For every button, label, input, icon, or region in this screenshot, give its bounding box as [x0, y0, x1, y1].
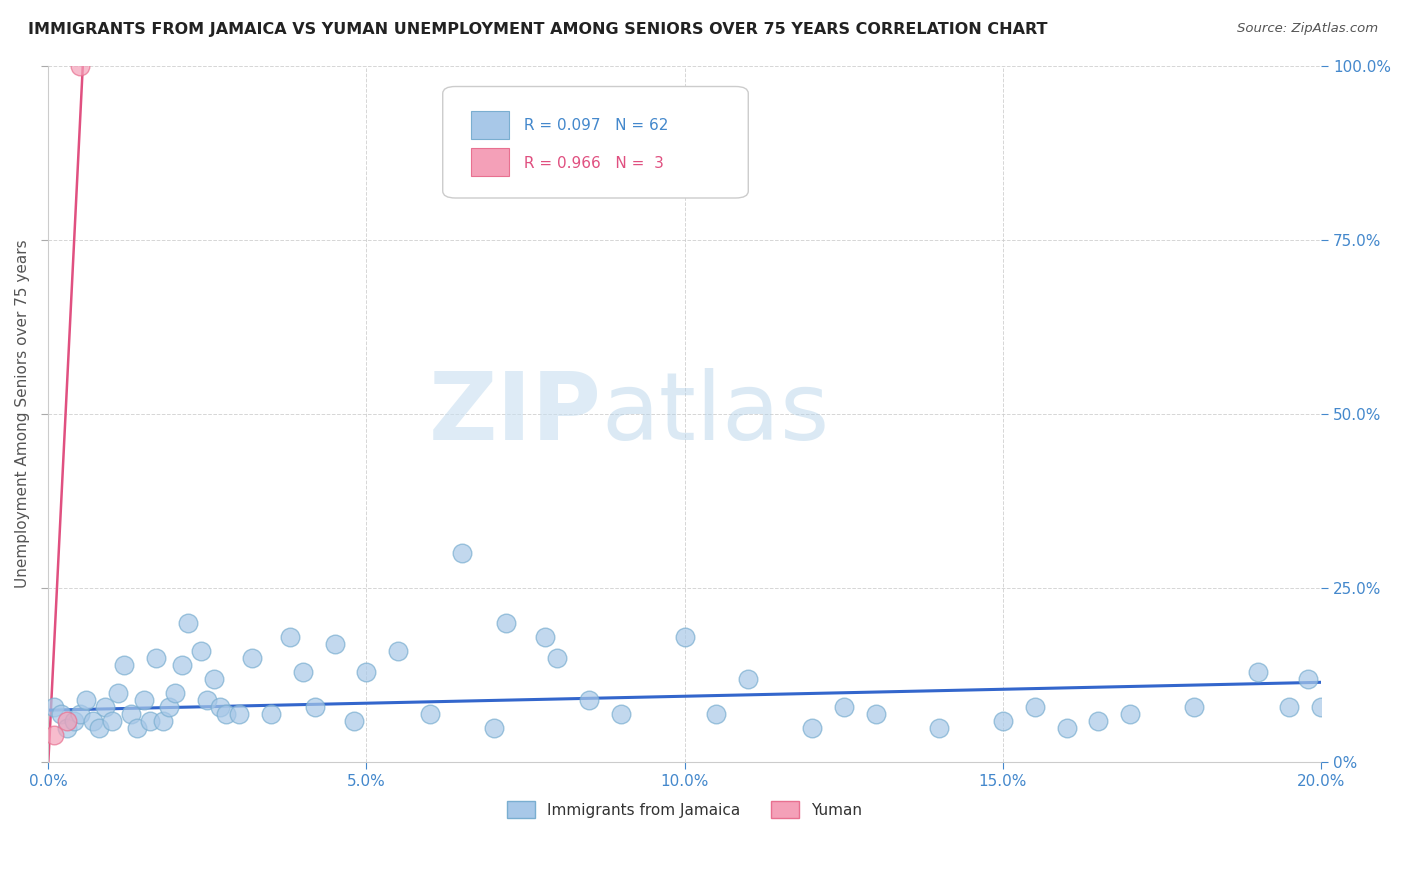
Point — [56, 714, 79, 728]
Point — [107, 686, 129, 700]
Point — [56, 721, 79, 735]
Point — [114, 657, 136, 672]
Point — [673, 630, 696, 644]
Point — [800, 721, 823, 735]
Point — [387, 644, 409, 658]
Text: Source: ZipAtlas.com: Source: ZipAtlas.com — [1237, 22, 1378, 36]
FancyBboxPatch shape — [471, 148, 509, 176]
Point — [87, 721, 110, 735]
Point — [94, 699, 117, 714]
Point — [533, 630, 555, 644]
Point — [304, 699, 326, 714]
Text: atlas: atlas — [602, 368, 830, 460]
Point — [610, 706, 633, 721]
Point — [208, 699, 231, 714]
Point — [1087, 714, 1109, 728]
Point — [578, 692, 600, 706]
Y-axis label: Unemployment Among Seniors over 75 years: Unemployment Among Seniors over 75 years — [15, 240, 30, 589]
Point — [139, 714, 162, 728]
Text: ZIP: ZIP — [429, 368, 602, 460]
Text: IMMIGRANTS FROM JAMAICA VS YUMAN UNEMPLOYMENT AMONG SENIORS OVER 75 YEARS CORREL: IMMIGRANTS FROM JAMAICA VS YUMAN UNEMPLO… — [28, 22, 1047, 37]
Point — [1298, 672, 1320, 686]
Point — [865, 706, 887, 721]
Point — [62, 714, 84, 728]
Point — [157, 699, 180, 714]
Point — [152, 714, 174, 728]
Point — [1182, 699, 1205, 714]
Point — [1246, 665, 1268, 679]
Point — [69, 59, 91, 73]
Point — [195, 692, 218, 706]
Text: R = 0.097   N = 62: R = 0.097 N = 62 — [519, 118, 668, 133]
Point — [82, 714, 104, 728]
Point — [1024, 699, 1046, 714]
Point — [132, 692, 155, 706]
Point — [260, 706, 283, 721]
Point — [323, 637, 346, 651]
Point — [928, 721, 950, 735]
Point — [69, 706, 91, 721]
Point — [706, 706, 728, 721]
Point — [1278, 699, 1301, 714]
Text: R = 0.966   N =  3: R = 0.966 N = 3 — [519, 156, 664, 170]
Point — [342, 714, 364, 728]
Point — [170, 657, 193, 672]
Point — [1056, 721, 1078, 735]
Point — [44, 727, 66, 741]
Point — [482, 721, 505, 735]
Point — [495, 616, 517, 631]
Point — [546, 651, 568, 665]
Point — [991, 714, 1014, 728]
Point — [228, 706, 250, 721]
Point — [1119, 706, 1142, 721]
FancyBboxPatch shape — [471, 111, 509, 139]
Point — [202, 672, 225, 686]
Point — [177, 616, 200, 631]
Point — [75, 692, 97, 706]
FancyBboxPatch shape — [443, 87, 748, 198]
Point — [145, 651, 167, 665]
Point — [120, 706, 142, 721]
Point — [165, 686, 187, 700]
Point — [240, 651, 263, 665]
Point — [1310, 699, 1333, 714]
Point — [356, 665, 378, 679]
Point — [832, 699, 855, 714]
Point — [291, 665, 314, 679]
Point — [737, 672, 759, 686]
Point — [215, 706, 238, 721]
Point — [127, 721, 149, 735]
Point — [44, 699, 66, 714]
Point — [278, 630, 301, 644]
Point — [49, 706, 72, 721]
Point — [100, 714, 122, 728]
Legend: Immigrants from Jamaica, Yuman: Immigrants from Jamaica, Yuman — [502, 795, 868, 824]
Point — [419, 706, 441, 721]
Point — [450, 546, 472, 560]
Point — [190, 644, 212, 658]
